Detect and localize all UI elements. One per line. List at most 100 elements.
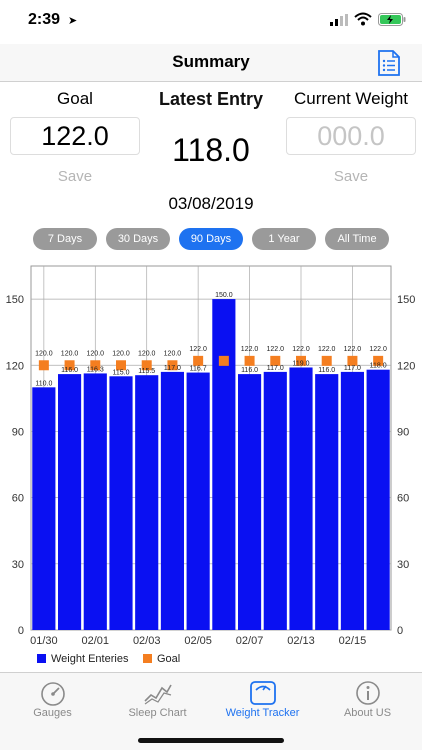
goal-label: Goal — [57, 89, 93, 108]
y-tick-label-right: 90 — [397, 426, 409, 438]
range-button-1-year[interactable]: 1 Year — [252, 228, 316, 250]
goal-marker — [244, 355, 255, 366]
weight-bar — [83, 373, 107, 630]
x-tick-label: 02/05 — [184, 635, 212, 647]
legend-label-goal: Goal — [157, 653, 180, 665]
bar-value-label: 116.3 — [87, 366, 104, 373]
latest-entry-date: 03/08/2019 — [168, 194, 254, 213]
info-icon — [356, 681, 380, 705]
tab-gauges[interactable]: Gauges — [0, 673, 105, 733]
y-tick-label-left: 150 — [6, 294, 24, 306]
range-button-7-days[interactable]: 7 Days — [33, 228, 97, 250]
status-time: 2:39 — [28, 11, 61, 28]
goal-value-label: 120.0 — [112, 350, 130, 357]
x-tick-label: 02/07 — [236, 635, 264, 647]
current-weight-section: Current Weight 000.0 Save — [281, 86, 421, 185]
tab-about-us[interactable]: About US — [315, 673, 420, 733]
bar-value-label: 117.0 — [164, 365, 181, 372]
goal-value-label: 120.0 — [138, 350, 156, 357]
page-title: Summary — [172, 52, 250, 71]
weight-bar — [263, 371, 287, 630]
tab-bar: Gauges Sleep Chart Weight Tracker About … — [0, 672, 422, 750]
y-tick-label-left: 30 — [12, 559, 24, 571]
goal-value-label: 122.0 — [318, 346, 336, 353]
weight-bar — [366, 369, 390, 630]
y-tick-label-right: 60 — [397, 493, 409, 505]
bar-value-label: 118.0 — [370, 363, 387, 370]
current-weight-save-button[interactable]: Save — [333, 168, 369, 185]
goal-value-label: 122.0 — [369, 346, 387, 353]
latest-entry-value: 118.0 — [172, 132, 250, 168]
weight-bar — [58, 374, 82, 630]
goal-marker — [116, 360, 126, 371]
latest-entry-label: Latest Entry — [158, 89, 264, 109]
tab-sleep-chart[interactable]: Sleep Chart — [105, 673, 210, 733]
y-tick-label-left: 90 — [12, 426, 24, 438]
legend-swatch-weight — [37, 654, 46, 663]
weight-bar — [160, 371, 184, 630]
bar-value-label: 117.0 — [267, 365, 284, 372]
weight-bar — [135, 375, 159, 630]
range-button-90-days[interactable]: 90 Days — [179, 228, 243, 250]
cellular-signal-icon — [330, 14, 348, 26]
x-tick-label: 02/13 — [287, 635, 315, 647]
goal-value-label: 122.0 — [267, 346, 285, 353]
goal-marker — [193, 355, 204, 366]
wifi-icon — [354, 12, 372, 26]
goal-marker — [321, 355, 332, 366]
goal-marker — [141, 360, 152, 371]
weight-bar — [212, 299, 236, 630]
goal-marker — [90, 360, 101, 371]
goal-value-label: 120.0 — [87, 350, 105, 357]
document-list-icon[interactable] — [376, 49, 402, 77]
bar-value-label: 115.5 — [138, 368, 155, 375]
latest-entry-section: Latest Entry 118.0 — [141, 86, 281, 169]
weight-bar — [315, 374, 339, 630]
y-tick-label-right: 30 — [397, 559, 409, 571]
weight-bar — [340, 371, 364, 630]
x-tick-label: 02/03 — [133, 635, 161, 647]
battery-charging-icon — [378, 13, 406, 26]
weight-bar — [186, 372, 210, 630]
tab-weight-tracker[interactable]: Weight Tracker — [210, 673, 315, 733]
current-weight-input[interactable]: 000.0 — [286, 117, 416, 155]
tab-label-about-us: About US — [343, 707, 392, 719]
goal-value-label: 122.0 — [241, 346, 259, 353]
x-tick-label: 02/01 — [82, 635, 110, 647]
current-weight-label: Current Weight — [293, 89, 408, 108]
goal-input[interactable]: 122.0 — [10, 117, 140, 155]
bar-value-label: 115.0 — [113, 369, 130, 376]
goal-marker — [167, 360, 178, 371]
goal-save-button[interactable]: Save — [57, 168, 93, 185]
sleep-chart-icon — [144, 684, 172, 705]
goal-value-label: 122.0 — [189, 346, 207, 353]
bar-value-label: 116.0 — [61, 367, 78, 374]
goal-marker — [347, 355, 358, 366]
x-tick-label: 02/15 — [339, 635, 367, 647]
range-button-all-time[interactable]: All Time — [325, 228, 389, 250]
range-button-30-days[interactable]: 30 Days — [106, 228, 170, 250]
goal-section: Goal 122.0 Save — [5, 86, 145, 185]
location-arrow-icon: ➤ — [68, 15, 78, 27]
tab-label-gauges: Gauges — [33, 707, 72, 719]
weight-bar — [109, 376, 133, 630]
legend-swatch-goal — [143, 654, 152, 663]
goal-value-label: 122.0 — [344, 346, 362, 353]
gauge-icon — [41, 682, 65, 706]
y-tick-label-right: 150 — [397, 294, 415, 306]
status-bar: 2:39 ➤ — [0, 0, 422, 44]
y-tick-label-right: 0 — [397, 625, 403, 637]
y-tick-label-left: 120 — [6, 360, 24, 372]
legend-label-weight: Weight Enteries — [51, 653, 129, 665]
x-tick-label: 01/30 — [30, 635, 58, 647]
bar-value-label: 116.0 — [241, 367, 258, 374]
weight-bar — [238, 374, 262, 630]
home-indicator — [138, 738, 284, 743]
tab-label-weight-tracker: Weight Tracker — [225, 707, 300, 719]
goal-marker — [373, 355, 384, 366]
y-tick-label-left: 0 — [18, 625, 24, 637]
weight-bar — [289, 367, 313, 630]
weight-chart: 0 0 30 30 60 60 90 90 120 120 150 150 120.0 120.0 120.… — [6, 265, 415, 665]
bar-value-label: 117.0 — [344, 365, 361, 372]
goal-value-label: 120.0 — [61, 350, 79, 357]
